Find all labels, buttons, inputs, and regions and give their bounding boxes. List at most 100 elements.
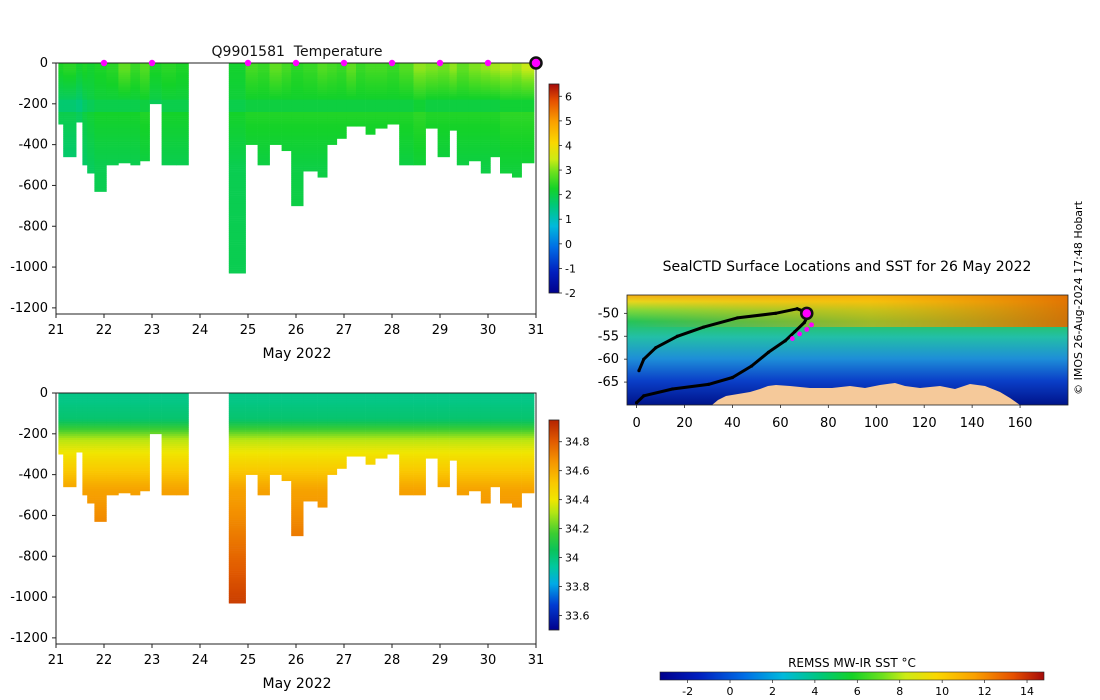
salinity-profile-cell xyxy=(480,464,491,467)
sst-xtick-label: 160 xyxy=(1008,416,1033,431)
temperature-profile-cell xyxy=(327,126,338,129)
salinity-profile-cell xyxy=(521,407,535,410)
salinity-profile-cell xyxy=(521,488,535,492)
sst-colorbar-tick-label: 12 xyxy=(978,685,992,698)
salinity-profile-cell xyxy=(480,421,491,424)
temperature-profile-cell xyxy=(82,126,88,129)
temperature-profile-cell xyxy=(106,146,119,150)
salinity-profile-cell xyxy=(63,411,77,414)
temperature-profile-cell xyxy=(387,105,400,109)
salinity-profile-cell xyxy=(468,395,482,398)
salinity-profile-cell xyxy=(161,470,177,473)
salinity-profile-cell xyxy=(82,423,88,426)
temperature-profile-cell xyxy=(468,107,482,111)
temperature-profile-cell xyxy=(76,85,83,88)
temperature-profile-cell xyxy=(281,91,292,94)
temperature-profile-cell xyxy=(480,93,491,96)
temperature-profile-cell xyxy=(291,130,304,133)
salinity-profile-cell xyxy=(449,458,458,461)
temperature-profile xyxy=(387,63,400,125)
salinity-profile-cell xyxy=(399,452,414,455)
salinity-profile-cell xyxy=(291,419,304,422)
temperature-profile-cell xyxy=(257,130,270,133)
salinity-profile-cell xyxy=(291,497,304,500)
temperature-profile-cell xyxy=(437,69,450,72)
temperature-profile-cell xyxy=(500,77,513,80)
temperature-profile-cell xyxy=(176,130,189,133)
salinity-profile-cell xyxy=(327,409,338,412)
temperature-profile-cell xyxy=(82,87,88,90)
temperature-profile-cell xyxy=(118,67,131,70)
temperature-profile-cell xyxy=(106,152,119,156)
salinity-profile-cell xyxy=(291,519,304,522)
temperature-profile-cell xyxy=(257,97,270,101)
temperature-profile-cell xyxy=(425,114,438,117)
temperature-profile-cell xyxy=(118,158,131,162)
temperature-profile-cell xyxy=(387,83,400,86)
temperature-profile-cell xyxy=(317,97,328,101)
salinity-profile-cell xyxy=(456,460,470,463)
colorbar-tick-label: 33.8 xyxy=(565,581,590,594)
salinity-profile-cell xyxy=(512,476,522,480)
temperature-profile-cell xyxy=(130,160,141,164)
salinity-profile-cell xyxy=(500,454,513,457)
salinity-profile-cell xyxy=(130,454,141,457)
temperature-profile-cell xyxy=(161,154,177,158)
temperature-profile-cell xyxy=(281,148,292,152)
salinity-profile-cell xyxy=(161,405,177,408)
temperature-profile-cell xyxy=(375,116,388,119)
temperature-profile-cell xyxy=(130,79,141,82)
sst-track-point xyxy=(702,325,706,329)
temperature-profile-cell xyxy=(327,138,338,141)
colorbar-tick-label: 2 xyxy=(565,189,572,202)
temperature-profile-cell xyxy=(140,134,150,137)
temperature-profile-cell xyxy=(245,101,258,105)
temperature-profile-cell xyxy=(336,132,347,135)
salinity-profile-cell xyxy=(140,466,150,469)
temperature-profile-cell xyxy=(413,105,426,109)
salinity-profile-cell xyxy=(63,454,77,457)
temperature-profile-cell xyxy=(346,114,357,117)
salinity-profile-cell xyxy=(58,397,64,400)
temperature-profile-cell xyxy=(336,81,347,84)
salinity-profile-cell xyxy=(228,403,246,406)
temperature-profile-cell xyxy=(161,144,177,147)
temperature-profile-cell xyxy=(140,122,150,125)
salinity-profile-cell xyxy=(346,439,357,443)
temperature-profile-cell xyxy=(94,73,107,76)
temperature-profile-cell xyxy=(413,122,426,125)
salinity-profile-cell xyxy=(257,425,270,428)
salinity-profile-cell xyxy=(480,476,491,480)
salinity-profile-cell xyxy=(58,413,64,416)
temperature-profile-cell xyxy=(94,114,107,117)
temperature-profile-cell xyxy=(87,160,95,164)
temperature-profile-cell xyxy=(228,269,246,272)
salinity-profile-cell xyxy=(291,523,304,526)
salinity-profile-cell xyxy=(130,452,141,455)
salinity-profile-cell xyxy=(291,488,304,492)
temperature-profile-cell xyxy=(490,109,501,113)
temperature-profile-cell xyxy=(336,87,347,90)
temperature-profile-cell xyxy=(500,79,513,82)
salinity-profile-cell xyxy=(106,395,119,398)
salinity-profile-cell xyxy=(87,452,95,455)
salinity-profile-cell xyxy=(291,499,304,502)
salinity-profile xyxy=(375,393,388,459)
temperature-profile-cell xyxy=(76,75,83,78)
temperature-profile-cell xyxy=(500,136,513,139)
salinity-profile-cell xyxy=(82,456,88,459)
salinity-profile-cell xyxy=(76,448,83,451)
salinity-profile-cell xyxy=(82,431,88,435)
salinity-profile-cell xyxy=(63,405,77,408)
temperature-profile-cell xyxy=(58,85,64,88)
temperature-profile-cell xyxy=(176,134,189,137)
salinity-profile-cell xyxy=(490,472,501,475)
temperature-profile-cell xyxy=(245,85,258,88)
temperature-profile-cell xyxy=(468,148,482,152)
temperature-profile-cell xyxy=(281,132,292,135)
temperature-profile-cell xyxy=(149,71,162,74)
temperature-profile-cell xyxy=(94,103,107,107)
temperature-profile-cell xyxy=(291,177,304,180)
temperature-profile-cell xyxy=(245,107,258,111)
temperature-profile-cell xyxy=(387,103,400,107)
